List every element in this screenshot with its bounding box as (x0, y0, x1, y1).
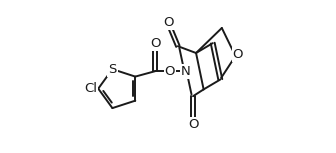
Text: O: O (163, 16, 174, 29)
Text: S: S (108, 63, 117, 76)
Text: O: O (165, 65, 175, 78)
Text: O: O (150, 37, 160, 50)
Text: O: O (188, 118, 198, 131)
Text: O: O (233, 48, 243, 61)
Text: N: N (180, 65, 190, 78)
Text: Cl: Cl (84, 82, 97, 95)
